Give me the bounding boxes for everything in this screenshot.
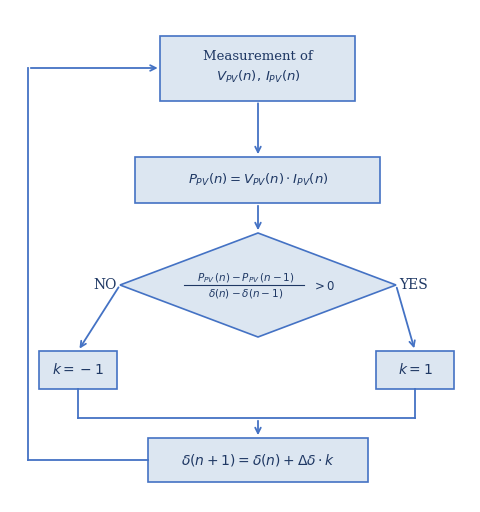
Text: $V_{PV}(n),\, I_{PV}(n)$: $V_{PV}(n),\, I_{PV}(n)$ <box>215 69 300 85</box>
Text: $\delta(n)-\delta(n-1)$: $\delta(n)-\delta(n-1)$ <box>208 287 283 300</box>
Text: $P_{PV}(n) = V_{PV}(n) \cdot I_{PV}(n)$: $P_{PV}(n) = V_{PV}(n) \cdot I_{PV}(n)$ <box>187 172 327 188</box>
Text: $k=1$: $k=1$ <box>397 362 432 377</box>
FancyBboxPatch shape <box>135 157 380 203</box>
Text: Measurement of: Measurement of <box>203 51 312 63</box>
FancyBboxPatch shape <box>160 35 355 100</box>
Text: $>0$: $>0$ <box>312 280 335 292</box>
Polygon shape <box>120 233 395 337</box>
FancyBboxPatch shape <box>148 438 367 482</box>
FancyBboxPatch shape <box>375 351 453 389</box>
Text: $\delta(n+1) = \delta(n) + \Delta\delta \cdot k$: $\delta(n+1) = \delta(n) + \Delta\delta … <box>180 452 335 468</box>
Text: $P_{PV}\,(n)-P_{PV}\,(n-1)$: $P_{PV}\,(n)-P_{PV}\,(n-1)$ <box>197 271 294 285</box>
FancyBboxPatch shape <box>39 351 117 389</box>
Text: YES: YES <box>399 278 428 292</box>
Text: NO: NO <box>93 278 117 292</box>
Text: $k=-1$: $k=-1$ <box>52 362 104 377</box>
